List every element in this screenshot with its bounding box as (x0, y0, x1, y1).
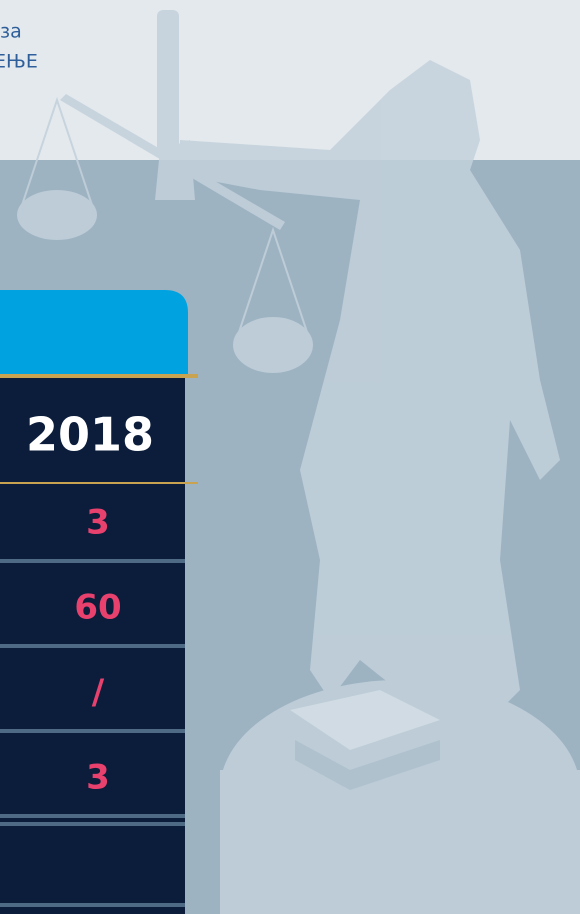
divider (0, 482, 198, 484)
table-header (0, 290, 188, 376)
row-divider (0, 729, 185, 733)
top-band (0, 0, 580, 160)
row-value: 3 (86, 503, 110, 543)
row-divider (0, 559, 185, 563)
infographic: за ЕЊЕ 2018 3 60 / 3 (0, 0, 580, 914)
row-divider (0, 903, 185, 907)
year-label: 2018 (26, 408, 154, 462)
page: за ЕЊЕ 2018 360/3 (() => { const data = … (0, 0, 580, 914)
header-line: за (0, 21, 22, 43)
row-divider (0, 822, 185, 826)
row-value: 60 (74, 588, 121, 628)
header-line: ЕЊЕ (0, 51, 38, 73)
row-value: / (92, 673, 105, 713)
divider (0, 374, 198, 378)
row-divider (0, 644, 185, 648)
row-divider (0, 814, 185, 818)
row-value: 3 (86, 758, 110, 798)
